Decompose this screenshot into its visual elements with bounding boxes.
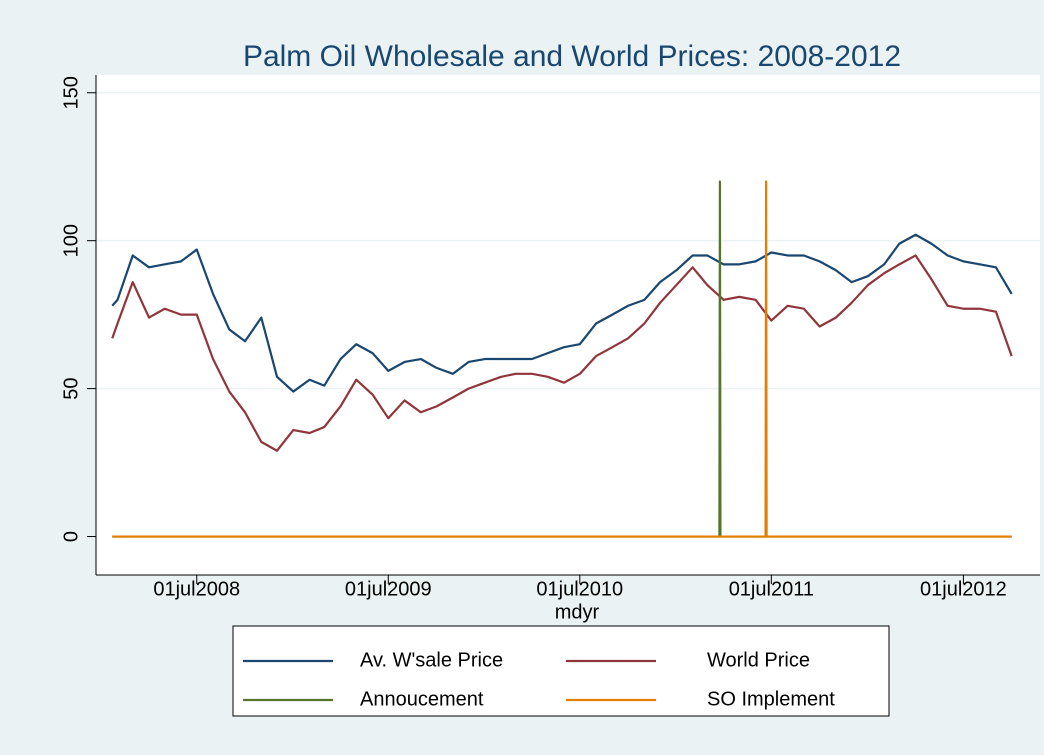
y-tick-label: 100 (60, 224, 82, 257)
y-tick-label: 150 (60, 76, 82, 109)
y-tick-label: 0 (60, 531, 82, 542)
x-tick-label: 01jul2008 (153, 578, 240, 600)
legend-label: Av. W'sale Price (360, 649, 503, 671)
legend-label: SO Implement (707, 688, 835, 710)
x-tick-label: 01jul2009 (345, 578, 432, 600)
series-line (112, 180, 1012, 538)
chart-title: Palm Oil Wholesale and World Prices: 200… (243, 40, 901, 73)
x-axis-label: mdyr (555, 601, 600, 623)
series-line (111, 233, 1013, 393)
legend-label: World Price (707, 649, 810, 671)
x-tick-label: 01jul2011 (729, 578, 814, 600)
legend-label: Annoucement (360, 688, 484, 710)
series-line (111, 254, 1013, 452)
plot-area (96, 75, 1040, 575)
x-tick-label: 01jul2010 (536, 578, 623, 600)
y-tick-label: 50 (60, 377, 82, 399)
legend-box (232, 625, 890, 717)
x-tick-label: 01jul2012 (920, 578, 1007, 600)
